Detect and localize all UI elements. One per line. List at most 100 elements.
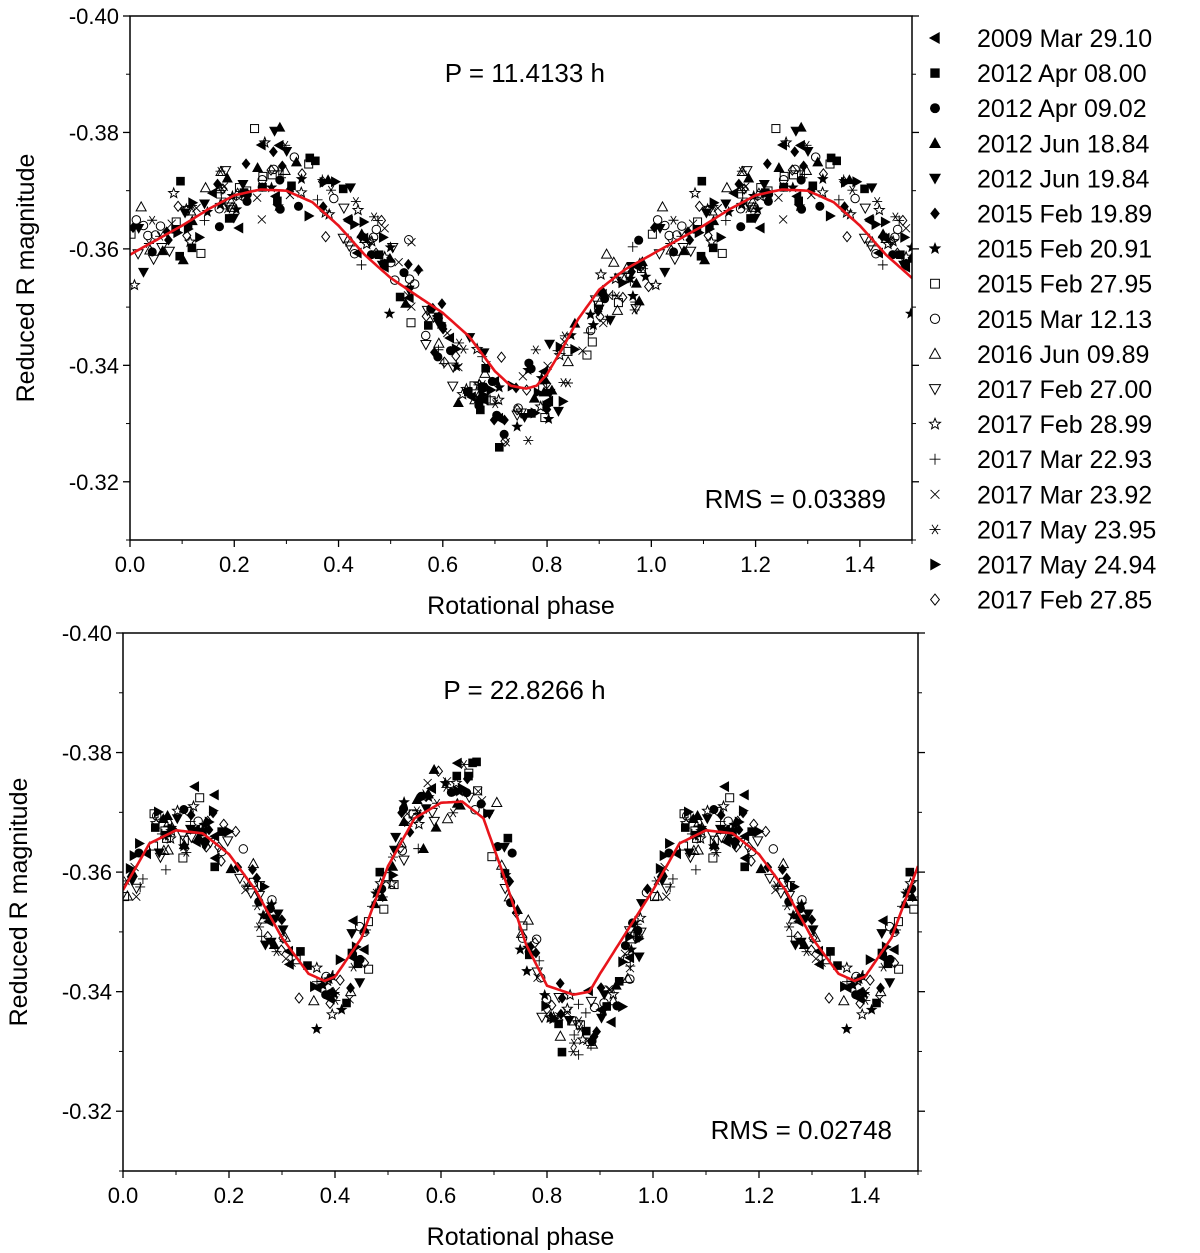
data-point-s8 [420, 330, 431, 341]
data-point-s16 [203, 815, 213, 828]
data-point-s6 [383, 307, 396, 319]
data-point-s14 [573, 1016, 584, 1026]
data-point-s15 [900, 231, 911, 243]
data-point-s15 [716, 231, 727, 243]
data-point-s14 [490, 399, 501, 409]
data-point-s10 [585, 996, 598, 1008]
bottom-light-curve-panel: 0.0 0.2 0.4 0.6 0.8 1.0 1.2 1.4 -0.40 -0.38 -0.36… [5, 621, 925, 1251]
data-point-s10 [234, 873, 246, 885]
data-point-s3 [773, 162, 785, 172]
data-point-s8 [404, 235, 414, 245]
data-point-s6 [328, 987, 341, 999]
data-point-s5 [531, 947, 541, 959]
x-tick-label: 1.4 [845, 552, 876, 577]
data-point-s5 [807, 914, 817, 926]
data-point-s14 [562, 378, 573, 388]
bottom-rms-annotation: RMS = 0.02748 [711, 1115, 892, 1145]
data-point-s11 [149, 816, 163, 829]
data-point-s0 [342, 213, 353, 225]
data-point-s12 [160, 864, 171, 875]
data-point-s10 [536, 1012, 548, 1024]
data-point-s4 [390, 832, 402, 843]
data-point-s16 [618, 291, 628, 304]
data-point-s11 [717, 799, 730, 812]
data-point-s14 [568, 1047, 579, 1057]
data-point-s2 [214, 222, 224, 232]
data-point-s7 [179, 835, 189, 845]
data-point-s3 [743, 172, 755, 183]
top-fit-curve [130, 188, 912, 390]
data-point-s3 [193, 831, 205, 842]
data-point-s11 [779, 135, 793, 148]
data-point-s0 [888, 944, 899, 956]
data-point-s9 [874, 985, 887, 997]
legend-label: 2015 Feb 20.91 [977, 236, 1152, 264]
data-point-s6 [584, 308, 597, 320]
data-point-s14 [252, 901, 263, 911]
data-point-s15 [618, 1001, 629, 1013]
data-point-s5 [555, 977, 565, 989]
x-tick-label: 0.4 [323, 552, 354, 577]
legend-label: 2012 Apr 08.00 [977, 60, 1147, 88]
data-point-s15 [549, 1013, 560, 1025]
top-period-annotation: P = 11.4133 h [445, 58, 605, 88]
data-point-s12 [278, 169, 289, 180]
data-point-s6 [840, 1022, 853, 1034]
data-point-s12 [667, 873, 678, 884]
y-tick-label: -0.40 [69, 4, 119, 29]
data-point-s2 [242, 196, 252, 206]
data-point-s9 [600, 248, 613, 259]
data-point-s16 [376, 214, 387, 227]
data-point-s11 [378, 250, 392, 263]
data-point-s12 [573, 999, 584, 1010]
data-point-s3 [454, 799, 466, 810]
data-point-s0 [719, 781, 730, 793]
x-tick-label: 0.2 [214, 1183, 245, 1208]
data-point-s16 [761, 825, 771, 838]
data-point-s11 [606, 987, 620, 1000]
data-point-s6 [398, 796, 410, 808]
data-point-s0 [351, 247, 362, 259]
data-point-s7 [364, 964, 374, 974]
top-x-ticks: 0.0 0.2 0.4 0.6 0.8 1.0 1.2 1.4 [115, 540, 913, 577]
data-point-s9 [787, 912, 800, 924]
data-point-s1 [708, 243, 718, 253]
data-point-s12 [720, 215, 731, 226]
data-point-s14 [448, 808, 459, 818]
data-point-s8 [660, 220, 670, 231]
data-point-s11 [171, 804, 184, 817]
data-point-s11 [594, 267, 608, 281]
data-point-s1 [210, 862, 220, 872]
data-point-s15 [738, 805, 749, 817]
data-point-s16 [219, 818, 229, 831]
data-point-s16 [855, 997, 865, 1010]
data-point-s1 [557, 1047, 567, 1057]
data-point-s16 [500, 435, 510, 448]
data-point-s16 [218, 183, 228, 195]
data-point-s14 [638, 264, 649, 274]
data-point-s9 [225, 195, 238, 207]
legend-label: 2009 Mar 29.10 [977, 25, 1152, 53]
data-point-s13 [811, 954, 821, 964]
data-point-s12 [786, 931, 797, 942]
data-point-s14 [890, 212, 901, 222]
data-point-s12 [665, 881, 676, 892]
data-point-s5 [643, 883, 652, 895]
data-point-s13 [875, 994, 884, 1004]
top-y-axis-label: Reduced R magnitude [12, 154, 40, 403]
data-point-s14 [241, 880, 252, 890]
y-tick-label: -0.32 [62, 1099, 112, 1124]
data-point-s16 [321, 230, 331, 243]
data-point-s9 [226, 201, 238, 212]
data-point-s12 [256, 931, 267, 942]
data-point-s9 [651, 889, 664, 901]
data-point-s10 [182, 205, 194, 217]
data-point-s3 [387, 860, 399, 871]
x-tick-label: 0.2 [219, 552, 250, 577]
data-point-s8 [131, 215, 142, 225]
y-tick-label: -0.40 [62, 621, 112, 646]
data-point-s16 [365, 235, 375, 248]
data-point-s7 [196, 248, 206, 258]
data-point-s8 [871, 248, 881, 259]
data-point-s8 [589, 1002, 600, 1013]
